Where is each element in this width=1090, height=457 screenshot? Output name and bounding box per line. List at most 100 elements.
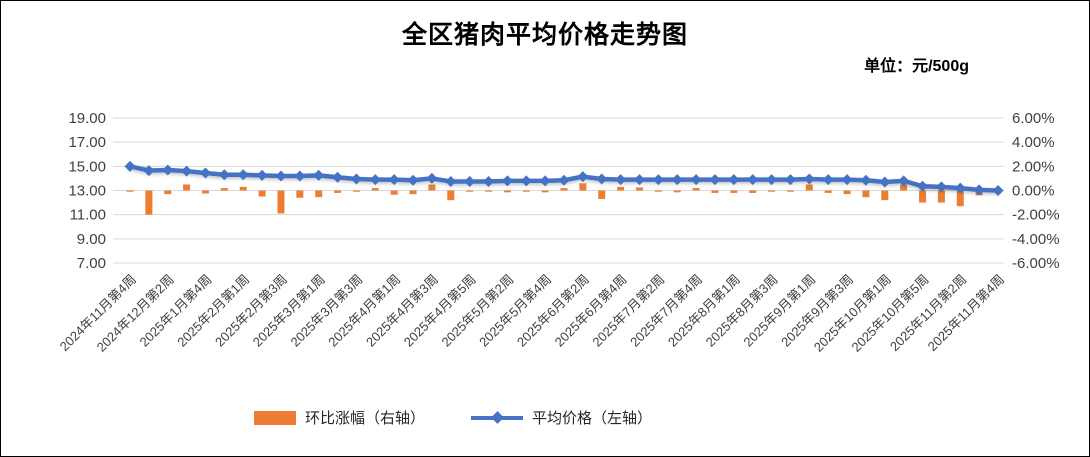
y-left-tick-label: 17.00 <box>68 134 106 151</box>
bar <box>522 190 530 192</box>
bar <box>598 190 606 199</box>
line-marker-diamond <box>199 167 211 179</box>
bar <box>428 184 436 191</box>
bar <box>824 190 832 193</box>
y-left-tick-label: 19.00 <box>68 110 106 127</box>
line-marker-diamond <box>426 172 438 184</box>
x-axis: 2024年11月第4周2024年12月第2周2025年1月第4周2025年2月第… <box>57 272 1008 355</box>
line-marker-diamond <box>218 169 230 181</box>
line-marker-diamond <box>501 175 513 187</box>
line-marker-diamond <box>162 164 174 176</box>
bar <box>315 190 323 198</box>
line-marker-diamond <box>520 175 532 187</box>
line-marker-diamond <box>256 169 268 181</box>
y-left-tick-label: 13.00 <box>68 183 106 200</box>
line-marker-diamond <box>766 174 778 186</box>
y-axis-right: 6.00% 4.00% 2.00% 0.00% -2.00% -4.00% -6.00% <box>1012 110 1060 272</box>
avg-price-line-series <box>124 160 1004 196</box>
line-marker-diamond <box>879 176 891 188</box>
bar <box>919 190 927 203</box>
bar <box>749 190 757 193</box>
line-marker-diamond <box>973 184 985 196</box>
bar <box>579 183 587 191</box>
legend-label-wow-change: 环比涨幅（右轴） <box>305 410 426 427</box>
bar <box>654 190 662 192</box>
line-marker-diamond <box>652 174 664 186</box>
bar <box>466 190 474 192</box>
y-right-tick-label: -2.00% <box>1012 207 1060 224</box>
line-marker-diamond <box>181 165 193 177</box>
line-marker-diamond <box>332 171 344 183</box>
bar <box>541 190 549 193</box>
bar <box>711 190 719 193</box>
bar <box>371 188 379 191</box>
line-marker-diamond <box>313 169 325 181</box>
bar <box>485 190 493 192</box>
line-marker-diamond <box>841 174 853 186</box>
line-marker-diamond <box>275 170 287 182</box>
bar <box>220 188 228 191</box>
unit-label: 单位：元/500g <box>864 58 969 75</box>
bar <box>768 190 776 192</box>
bar <box>126 190 134 192</box>
bar <box>881 190 889 201</box>
bar <box>201 190 209 194</box>
bar <box>730 190 738 193</box>
bar <box>673 190 681 193</box>
line-marker-diamond <box>407 174 419 186</box>
bar <box>617 186 625 191</box>
legend-label-avg-price: 平均价格（左轴） <box>532 410 653 427</box>
chart-title: 全区猪肉平均价格走势图 <box>401 21 688 49</box>
y-left-tick-label: 11.00 <box>70 207 106 224</box>
line-marker-diamond <box>860 174 872 186</box>
bar <box>635 187 643 191</box>
bar <box>805 184 813 191</box>
line-marker-diamond <box>898 175 910 187</box>
bar <box>900 184 908 191</box>
y-right-tick-label: 2.00% <box>1012 158 1055 175</box>
line-marker-diamond <box>124 160 136 172</box>
bar <box>390 190 398 195</box>
gridlines <box>113 117 1004 264</box>
y-left-tick-label: 15.00 <box>68 158 106 175</box>
bar <box>843 190 851 195</box>
bar <box>164 190 172 195</box>
line-marker-diamond <box>350 173 362 185</box>
bar <box>786 190 794 192</box>
line-marker-diamond <box>464 175 476 187</box>
line-marker-diamond <box>388 174 400 186</box>
legend-item-avg-price: 平均价格（左轴） <box>471 407 652 428</box>
line-marker-diamond <box>784 174 796 186</box>
bar <box>409 190 417 195</box>
y-left-tick-label: 7.00 <box>77 255 106 272</box>
line-marker-diamond <box>143 165 155 177</box>
legend-item-wow-change: 环比涨幅（右轴） <box>254 407 425 428</box>
line-marker-diamond <box>539 175 551 187</box>
y-right-tick-label: -6.00% <box>1012 255 1060 272</box>
bar <box>277 190 285 214</box>
line-marker-diamond <box>992 185 1004 196</box>
line-marker-diamond <box>369 174 381 186</box>
line-marker-diamond <box>596 173 608 185</box>
line-marker-diamond <box>558 174 570 186</box>
bar <box>692 188 700 191</box>
line-marker-diamond <box>709 174 721 186</box>
line-marker-diamond <box>445 175 457 187</box>
bar <box>956 190 964 207</box>
wow-change-bar-series <box>126 183 1002 215</box>
line-marker-diamond <box>671 174 683 186</box>
bar <box>862 190 870 198</box>
bar <box>503 190 511 193</box>
bar-swatch-icon <box>254 410 296 425</box>
line-marker-diamond <box>615 174 627 186</box>
y-right-tick-label: 6.00% <box>1012 110 1055 127</box>
legend: 环比涨幅（右轴） 平均价格（左轴） <box>254 407 652 428</box>
bar <box>183 184 191 191</box>
line-marker-diamond <box>935 181 947 193</box>
line-marker-diamond <box>917 180 929 192</box>
y-right-tick-label: 4.00% <box>1012 134 1055 151</box>
line-marker-diamond <box>633 174 645 186</box>
line-marker-diamond <box>690 174 702 186</box>
line-marker-diamond <box>728 174 740 186</box>
